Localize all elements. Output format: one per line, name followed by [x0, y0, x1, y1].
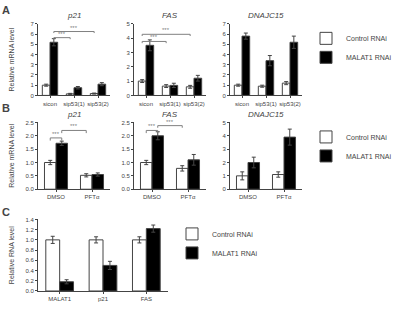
- svg-text:0.2: 0.2: [25, 278, 34, 284]
- svg-text:p21: p21: [67, 11, 81, 20]
- svg-text:***: ***: [166, 119, 174, 125]
- svg-text:2.5: 2.5: [121, 120, 130, 126]
- svg-text:4: 4: [126, 35, 130, 41]
- svg-text:sip53(1): sip53(1): [159, 101, 181, 107]
- svg-text:Control RNAi: Control RNAi: [346, 134, 387, 141]
- svg-text:0.0: 0.0: [25, 186, 34, 192]
- svg-text:1: 1: [222, 82, 226, 88]
- svg-text:DNAJC15: DNAJC15: [248, 110, 284, 119]
- svg-text:p21: p21: [98, 296, 109, 302]
- svg-text:4: 4: [30, 52, 34, 58]
- svg-text:0: 0: [222, 93, 226, 99]
- svg-text:Control RNAi: Control RNAi: [346, 35, 387, 42]
- svg-text:5: 5: [222, 41, 226, 47]
- svg-text:2.0: 2.0: [121, 133, 130, 139]
- svg-text:B: B: [2, 102, 10, 114]
- svg-text:Relative mRNA level: Relative mRNA level: [8, 123, 15, 187]
- svg-text:5: 5: [30, 41, 34, 47]
- svg-text:3: 3: [222, 146, 226, 152]
- svg-text:2: 2: [30, 72, 34, 78]
- svg-text:0: 0: [222, 186, 226, 192]
- svg-text:1: 1: [222, 173, 226, 179]
- svg-text:5: 5: [222, 120, 226, 126]
- svg-text:Relative mRNA level: Relative mRNA level: [8, 27, 15, 91]
- svg-text:1.2: 1.2: [25, 227, 34, 233]
- svg-text:1.0: 1.0: [121, 160, 130, 166]
- svg-text:***: ***: [150, 34, 158, 40]
- svg-text:2: 2: [222, 160, 226, 166]
- svg-text:0.5: 0.5: [25, 173, 34, 179]
- svg-text:1: 1: [30, 82, 34, 88]
- svg-text:***: ***: [52, 131, 60, 137]
- svg-text:1.5: 1.5: [25, 146, 34, 152]
- svg-text:MALAT1 RNAi: MALAT1 RNAi: [212, 250, 257, 257]
- svg-text:***: ***: [70, 123, 78, 129]
- svg-text:0.5: 0.5: [121, 173, 130, 179]
- svg-text:DMSO: DMSO: [47, 194, 65, 200]
- svg-text:0.0: 0.0: [121, 186, 130, 192]
- svg-text:0: 0: [30, 93, 34, 99]
- svg-text:7: 7: [30, 21, 34, 27]
- svg-text:sicon: sicon: [235, 101, 249, 107]
- svg-text:6: 6: [30, 31, 34, 37]
- svg-text:sicon: sicon: [139, 101, 153, 107]
- svg-text:***: ***: [58, 31, 66, 37]
- svg-text:***: ***: [70, 25, 78, 31]
- svg-text:1.4: 1.4: [25, 217, 34, 223]
- svg-text:5: 5: [126, 21, 130, 27]
- svg-text:sicon: sicon: [43, 101, 57, 107]
- svg-text:1.0: 1.0: [25, 237, 34, 243]
- svg-text:DMSO: DMSO: [143, 194, 161, 200]
- svg-text:0.8: 0.8: [25, 247, 34, 253]
- svg-text:Relative RNA level: Relative RNA level: [8, 226, 15, 284]
- svg-text:6: 6: [222, 31, 226, 37]
- svg-text:1: 1: [126, 78, 130, 84]
- svg-text:***: ***: [162, 27, 170, 33]
- svg-text:3: 3: [126, 50, 130, 56]
- svg-text:2: 2: [126, 64, 130, 70]
- svg-text:***: ***: [148, 123, 156, 129]
- svg-text:PFTα: PFTα: [85, 194, 100, 200]
- svg-text:sip53(2): sip53(2): [87, 101, 109, 107]
- svg-text:FAS: FAS: [162, 110, 178, 119]
- svg-text:0.0: 0.0: [25, 288, 34, 294]
- svg-text:2.5: 2.5: [25, 120, 34, 126]
- svg-text:Control RNAi: Control RNAi: [212, 231, 253, 238]
- svg-text:4: 4: [222, 133, 226, 139]
- svg-text:2.0: 2.0: [25, 133, 34, 139]
- svg-text:A: A: [2, 4, 10, 16]
- svg-text:FAS: FAS: [162, 11, 178, 20]
- svg-text:sip53(1): sip53(1): [255, 101, 277, 107]
- svg-text:DNAJC15: DNAJC15: [248, 11, 284, 20]
- svg-text:4: 4: [222, 52, 226, 58]
- svg-text:1.0: 1.0: [25, 160, 34, 166]
- svg-text:0.4: 0.4: [25, 268, 34, 274]
- svg-text:MALAT1 RNAi: MALAT1 RNAi: [346, 54, 391, 61]
- svg-text:7: 7: [222, 21, 226, 27]
- svg-text:C: C: [2, 206, 10, 218]
- svg-text:FAS: FAS: [141, 296, 152, 302]
- svg-text:0: 0: [126, 93, 130, 99]
- svg-text:PFTα: PFTα: [277, 194, 292, 200]
- svg-text:sip53(2): sip53(2): [279, 101, 301, 107]
- svg-text:PFTα: PFTα: [181, 194, 196, 200]
- svg-text:MALAT1 RNAi: MALAT1 RNAi: [346, 153, 391, 160]
- svg-text:2: 2: [222, 72, 226, 78]
- svg-text:3: 3: [222, 62, 226, 68]
- svg-text:0.6: 0.6: [25, 257, 34, 263]
- svg-text:1.5: 1.5: [121, 146, 130, 152]
- svg-text:sip53(2): sip53(2): [183, 101, 205, 107]
- svg-text:3: 3: [30, 62, 34, 68]
- svg-text:DMSO: DMSO: [239, 194, 257, 200]
- svg-text:MALAT1: MALAT1: [48, 296, 72, 302]
- svg-text:sip53(1): sip53(1): [63, 101, 85, 107]
- svg-text:p21: p21: [67, 110, 81, 119]
